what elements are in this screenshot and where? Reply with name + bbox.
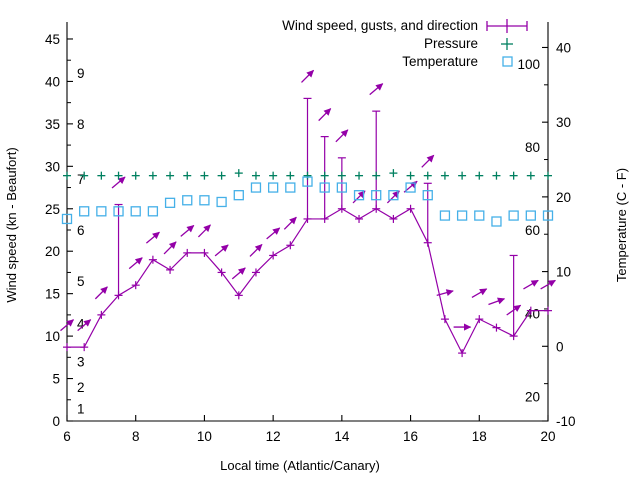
svg-text:12: 12 — [266, 429, 281, 444]
svg-text:20: 20 — [525, 389, 540, 404]
y-axis-left-ticks: 0 5 10 15 20 25 30 35 40 45 — [45, 32, 73, 429]
beaufort-scale-labels: 1 2 3 4 5 6 7 8 9 — [77, 66, 85, 416]
y-axis-left-title: Wind speed (kn - Beaufort) — [4, 147, 19, 302]
svg-text:9: 9 — [77, 66, 85, 81]
svg-text:10: 10 — [45, 329, 60, 344]
fahrenheit-scale-labels: 20 40 60 80 100 — [517, 57, 540, 404]
svg-text:2: 2 — [77, 380, 85, 395]
svg-text:7: 7 — [77, 172, 85, 187]
svg-text:40: 40 — [525, 306, 540, 321]
wind-speed-line — [67, 207, 548, 355]
svg-text:3: 3 — [77, 355, 85, 370]
svg-text:6: 6 — [77, 223, 85, 238]
legend-marker-temperature — [502, 56, 513, 67]
svg-text:5: 5 — [77, 274, 85, 289]
svg-text:5: 5 — [52, 372, 60, 387]
svg-text:4: 4 — [77, 316, 85, 331]
legend: Wind speed, gusts, and direction Pressur… — [282, 18, 528, 69]
svg-text:80: 80 — [525, 140, 540, 155]
svg-text:30: 30 — [45, 159, 60, 174]
wind-speed-markers — [63, 204, 552, 358]
legend-marker-pressure — [501, 38, 513, 50]
svg-text:1: 1 — [77, 401, 85, 416]
wind-direction-arrows — [60, 69, 556, 332]
svg-text:10: 10 — [197, 429, 212, 444]
svg-text:-10: -10 — [556, 414, 576, 429]
svg-text:6: 6 — [63, 429, 71, 444]
svg-text:10: 10 — [556, 265, 571, 280]
svg-text:20: 20 — [540, 429, 555, 444]
svg-text:15: 15 — [45, 287, 60, 302]
svg-text:30: 30 — [556, 115, 571, 130]
plot-frame — [66, 22, 549, 422]
legend-label-wind: Wind speed, gusts, and direction — [282, 18, 478, 33]
gust-bars — [114, 97, 518, 337]
svg-text:45: 45 — [45, 32, 60, 47]
svg-text:18: 18 — [472, 429, 487, 444]
x-axis-ticks: 6 8 10 12 14 16 18 20 — [63, 415, 556, 444]
svg-text:40: 40 — [556, 40, 571, 55]
legend-marker-wind — [486, 19, 528, 33]
svg-text:16: 16 — [403, 429, 418, 444]
legend-label-pressure: Pressure — [424, 36, 478, 51]
svg-text:20: 20 — [556, 190, 571, 205]
svg-text:14: 14 — [334, 429, 350, 444]
temperature-markers — [61, 176, 554, 227]
svg-text:40: 40 — [45, 74, 60, 89]
y-axis-right-ticks: -10 0 10 20 30 40 — [542, 40, 576, 429]
y-axis-right-title: Temperature (C - F) — [614, 168, 629, 282]
pressure-markers — [63, 169, 552, 180]
x-axis-title: Local time (Atlantic/Canary) — [220, 458, 380, 473]
legend-label-temperature: Temperature — [402, 54, 478, 69]
svg-text:25: 25 — [45, 202, 60, 217]
svg-text:20: 20 — [45, 244, 60, 259]
svg-text:8: 8 — [77, 117, 85, 132]
svg-text:0: 0 — [556, 339, 564, 354]
svg-text:0: 0 — [52, 414, 60, 429]
svg-text:100: 100 — [517, 57, 540, 72]
svg-text:35: 35 — [45, 117, 60, 132]
svg-text:8: 8 — [132, 429, 140, 444]
svg-text:60: 60 — [525, 223, 540, 238]
